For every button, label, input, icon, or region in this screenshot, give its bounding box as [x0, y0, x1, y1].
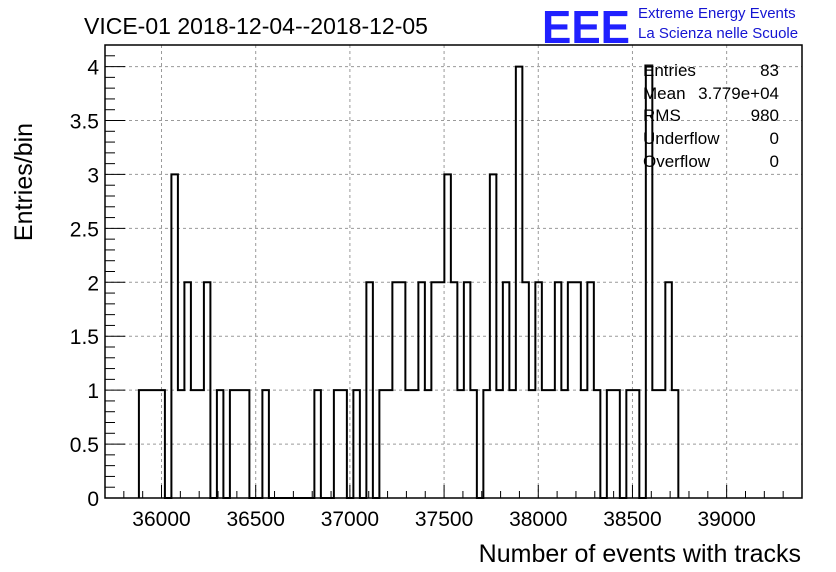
y-tick-label: 3.5 — [70, 111, 99, 134]
y-tick-label: 1 — [87, 380, 99, 403]
y-tick-label: 1.5 — [70, 326, 99, 349]
stats-entries-value: 83 — [760, 61, 779, 80]
logo-line-1: Extreme Energy Events — [638, 5, 796, 22]
stats-rms-label: RMS — [643, 106, 681, 125]
x-tick-label: 38000 — [509, 508, 567, 531]
y-tick-label: 4 — [87, 57, 99, 80]
y-tick-label: 2 — [87, 272, 99, 295]
y-tick-label: 3 — [87, 164, 99, 187]
stats-mean-value: 3.779e+04 — [698, 84, 779, 103]
stats-rms-value: 980 — [751, 106, 779, 125]
y-tick-label: 0.5 — [70, 434, 99, 457]
stats-box: Entries 83 Mean 3.779e+04 RMS 980 Underf… — [643, 61, 779, 171]
stats-underflow-value: 0 — [770, 129, 779, 148]
y-tick-label: 2.5 — [70, 218, 99, 241]
logo-line-2: La Scienza nelle Scuole — [638, 25, 798, 42]
y-axis-title: Entries/bin — [10, 123, 38, 241]
stats-mean-label: Mean — [643, 84, 686, 103]
x-axis-title: Number of events with tracks — [479, 540, 801, 568]
x-tick-label: 36000 — [132, 508, 190, 531]
x-tick-label: 37000 — [321, 508, 379, 531]
stats-overflow-value: 0 — [770, 152, 779, 171]
stats-overflow-label: Overflow — [643, 152, 711, 171]
chart-title: VICE-01 2018-12-04--2018-12-05 — [84, 13, 428, 39]
x-tick-label: 38500 — [603, 508, 661, 531]
x-tick-label: 39000 — [697, 508, 755, 531]
x-tick-label: 37500 — [415, 508, 473, 531]
y-axis: 0 0.5 1 1.5 2 2.5 3 3.5 4 — [70, 55, 125, 511]
y-tick-label: 0 — [87, 488, 99, 511]
stats-underflow-label: Underflow — [643, 129, 720, 148]
eee-logo: EEE Extreme Energy Events La Scienza nel… — [542, 1, 798, 53]
x-axis: 36000 36500 37000 37500 38000 38500 39000 — [104, 485, 803, 531]
stats-entries-label: Entries — [643, 61, 696, 80]
x-tick-label: 36500 — [226, 508, 284, 531]
